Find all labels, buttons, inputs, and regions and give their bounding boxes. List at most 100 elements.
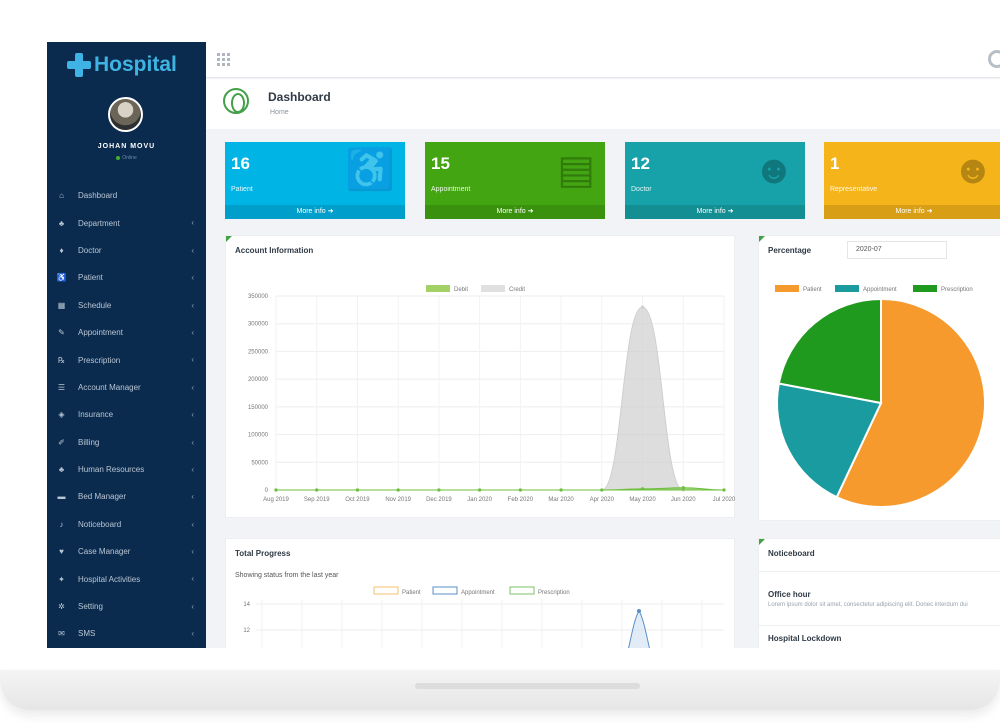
stat-card-doctor: 12 Doctor ☻ More info ➜ (625, 142, 805, 219)
more-info-label: More info (895, 208, 925, 215)
more-info-link[interactable]: More info ➜ (824, 205, 1000, 219)
sidebar-item-label: Patient (78, 273, 103, 283)
notice-item-title[interactable]: Office hour (768, 590, 811, 599)
legend-label: Prescription (538, 590, 570, 596)
pie-slice-appointment[interactable] (776, 382, 883, 499)
pie-slice-prescription[interactable] (777, 297, 882, 405)
sidebar-item-insurance[interactable]: ◈ Insurance ‹ (47, 401, 206, 428)
sidebar-item-label: Prescription (78, 355, 121, 365)
sidebar-item-hospital-activities[interactable]: ✦ Hospital Activities ‹ (47, 565, 206, 592)
breadcrumb[interactable]: Home (270, 109, 289, 116)
arrow-circle-right-icon: ➜ (926, 208, 933, 215)
sidebar-item-label: Billing (78, 437, 100, 447)
y-tick-label: 100000 (248, 433, 269, 439)
sidebar-item-human-resources[interactable]: ♣ Human Resources ‹ (47, 456, 206, 483)
divider (759, 571, 1000, 572)
prescription-icon: ℞ (57, 355, 66, 365)
sidebar-item-sms[interactable]: ✉ SMS ‹ (47, 620, 206, 647)
legend-label: Patient (402, 590, 421, 596)
percentage-panel: Percentage 2020-07 Patient Appointment Pre… (758, 235, 1000, 521)
data-point (640, 305, 645, 309)
calendar-icon: ▦ (57, 300, 66, 310)
heartbeat-icon: ♥ (59, 547, 64, 557)
chevron-left-icon: ‹ (191, 355, 194, 365)
chevron-left-icon: ‹ (191, 574, 194, 584)
sidebar-item-case-manager[interactable]: ♥ Case Manager ‹ (47, 538, 206, 565)
settings-gear-icon[interactable] (988, 50, 1000, 68)
legend-label: Appointment (461, 590, 495, 596)
edit-icon: ✎ (58, 328, 65, 338)
x-tick-label: May 2020 (629, 497, 656, 503)
sidebar-item-label: Bed Manager (78, 492, 127, 502)
sidebar-item-appointment[interactable]: ✎ Appointment ‹ (47, 319, 206, 346)
users-icon: ♣ (58, 465, 65, 475)
total-progress-line-chart: Patient Appointment Prescription 12 14 (243, 586, 724, 648)
sidebar: Hospital JOHAN MOVU Online ⌂ Dashboard ♣ De… (47, 42, 206, 648)
sidebar-item-label: Account Manager (78, 382, 141, 392)
chevron-left-icon: ‹ (191, 245, 194, 255)
sidebar-item-label: SMS (78, 629, 96, 639)
sidebar-item-label: Doctor (78, 245, 102, 255)
list-alt-icon: ▤ (557, 148, 595, 192)
sidebar-item-bed-manager[interactable]: ▬ Bed Manager ‹ (47, 483, 206, 510)
bed-icon: ▬ (57, 492, 66, 502)
x-tick-label: Feb 2020 (508, 497, 534, 503)
user-icon: ☻ (951, 148, 994, 192)
data-point (637, 609, 641, 613)
apps-grid-icon[interactable] (217, 53, 230, 66)
data-point (355, 488, 360, 492)
month-picker-input[interactable]: 2020-07 (847, 241, 947, 259)
legend-label: Patient (803, 287, 822, 293)
account-info-panel: Account Information 0 50000 100000 150000 20… (225, 235, 736, 518)
y-tick-label: 0 (265, 488, 269, 494)
app-logo[interactable]: Hospital (67, 50, 177, 80)
more-info-link[interactable]: More info ➜ (425, 205, 605, 219)
total-progress-panel: Total Progress Showing status from the l… (225, 538, 735, 648)
total-progress-subtitle: Showing status from the last year (235, 572, 339, 579)
notice-item-text: Lorem ipsum dolor sit amet, consectetur … (768, 602, 968, 608)
y-tick-label: 300000 (248, 322, 269, 328)
more-info-link[interactable]: More info ➜ (625, 205, 805, 219)
legend-label: Prescription (941, 287, 973, 293)
x-tick-label: Oct 2019 (345, 497, 370, 503)
notice-item-title[interactable]: Hospital Lockdown (768, 634, 842, 643)
noticeboard-panel: Noticeboard Office hour Lorem ipsum dolo… (758, 538, 1000, 648)
app-screen: Hospital JOHAN MOVU Online ⌂ Dashboard ♣ De… (47, 42, 1000, 648)
sidebar-item-billing[interactable]: ✐ Billing ‹ (47, 429, 206, 456)
chevron-left-icon: ‹ (191, 629, 194, 639)
user-name: JOHAN MOVU (97, 143, 156, 150)
chevron-left-icon: ‹ (191, 273, 194, 283)
sidebar-item-doctor[interactable]: ♦ Doctor ‹ (47, 237, 206, 264)
sidebar-item-dashboard[interactable]: ⌂ Dashboard (47, 182, 206, 209)
stat-value: 16 (231, 154, 250, 173)
sidebar-item-label: Dashboard (78, 191, 118, 201)
home-icon: ⌂ (59, 191, 64, 201)
sidebar-item-schedule[interactable]: ▦ Schedule ‹ (47, 292, 206, 319)
x-tick-label: Nov 2019 (385, 497, 411, 503)
page-header: Dashboard Home (206, 79, 1000, 129)
sidebar-item-prescription[interactable]: ℞ Prescription ‹ (47, 346, 206, 373)
sidebar-item-patient[interactable]: ♿ Patient ‹ (47, 264, 206, 291)
sidebar-item-label: Case Manager (78, 547, 131, 557)
pie-slice-patient[interactable] (835, 297, 986, 508)
y-tick-label: 12 (243, 628, 250, 634)
x-tick-label: Mar 2020 (548, 497, 574, 503)
data-point (396, 488, 400, 492)
chevron-left-icon: ‹ (191, 327, 194, 337)
sidebar-item-setting[interactable]: ✲ Setting ‹ (47, 593, 206, 620)
x-tick-label: Jun 2020 (671, 497, 696, 503)
stat-card-patient: 16 Patient ♿ More info ➜ (225, 142, 405, 219)
more-info-label: More info (696, 208, 726, 215)
avatar[interactable] (108, 97, 143, 132)
globe-icon (223, 88, 249, 114)
sidebar-item-label: Human Resources (78, 465, 145, 475)
user-md-icon: ♦ (59, 245, 64, 255)
laptop-notch (415, 683, 640, 689)
chevron-left-icon: ‹ (191, 492, 194, 502)
sidebar-item-account-manager[interactable]: ☰ Account Manager ‹ (47, 374, 206, 401)
account-info-title: Account Information (235, 246, 314, 255)
more-info-link[interactable]: More info ➜ (225, 205, 405, 219)
sidebar-item-department[interactable]: ♣ Department ‹ (47, 209, 206, 236)
wheelchair-icon: ♿ (345, 148, 395, 192)
sidebar-item-noticeboard[interactable]: ♪ Noticeboard ‹ (47, 511, 206, 538)
